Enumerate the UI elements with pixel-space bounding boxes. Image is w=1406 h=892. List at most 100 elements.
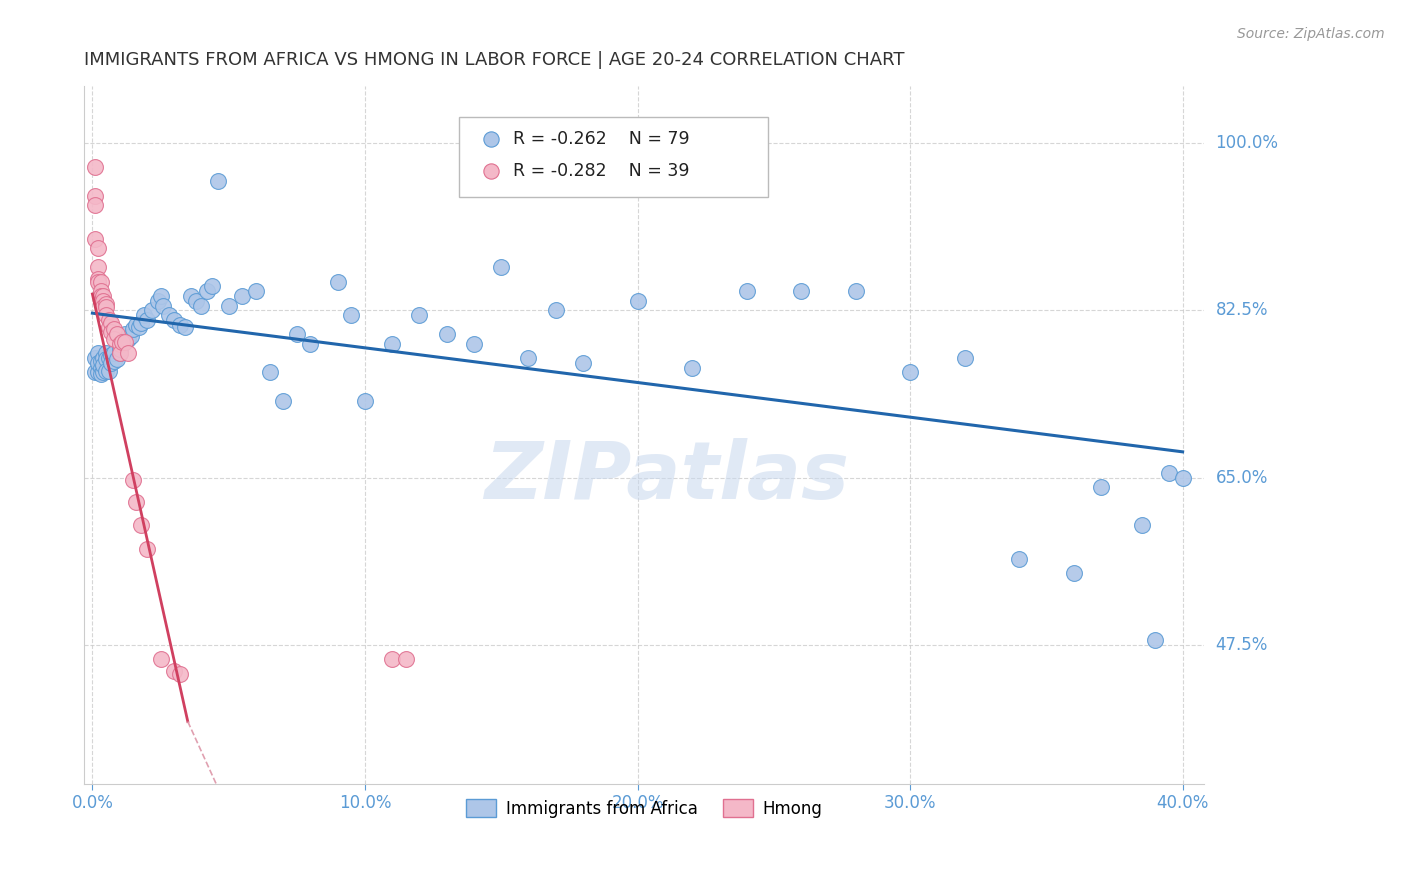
Point — [87, 241, 110, 255]
Text: ZIPatlas: ZIPatlas — [484, 437, 849, 516]
Point — [174, 319, 197, 334]
Point — [1008, 552, 1031, 566]
Point — [735, 284, 758, 298]
Point — [114, 327, 136, 342]
Point — [207, 174, 229, 188]
Point — [90, 275, 112, 289]
Point — [91, 289, 114, 303]
Point — [97, 363, 120, 377]
Point — [97, 313, 120, 327]
Point — [94, 352, 117, 367]
Point — [285, 327, 308, 342]
Text: 100.0%: 100.0% — [1216, 134, 1278, 152]
Point — [326, 275, 349, 289]
Point — [231, 289, 253, 303]
FancyBboxPatch shape — [460, 117, 768, 197]
Point — [1171, 470, 1194, 484]
Point — [117, 346, 139, 360]
Point — [340, 308, 363, 322]
Point — [134, 308, 156, 322]
Point — [381, 336, 404, 351]
Point — [108, 336, 131, 351]
Point — [90, 360, 112, 375]
Point — [90, 368, 112, 382]
Point — [195, 284, 218, 298]
Point — [844, 284, 866, 298]
Point — [108, 342, 131, 356]
Point — [163, 664, 186, 678]
Point — [91, 293, 114, 308]
Point — [218, 298, 240, 312]
Point — [117, 332, 139, 346]
Point — [163, 313, 186, 327]
Point — [120, 329, 142, 343]
Legend: Immigrants from Africa, Hmong: Immigrants from Africa, Hmong — [460, 793, 830, 824]
Point — [91, 358, 114, 372]
Text: 65.0%: 65.0% — [1216, 468, 1268, 487]
Point — [111, 336, 134, 351]
Text: IMMIGRANTS FROM AFRICA VS HMONG IN LABOR FORCE | AGE 20-24 CORRELATION CHART: IMMIGRANTS FROM AFRICA VS HMONG IN LABOR… — [84, 51, 904, 69]
Point — [108, 346, 131, 360]
Point — [169, 318, 191, 332]
Text: 82.5%: 82.5% — [1216, 301, 1268, 319]
Text: 47.5%: 47.5% — [1216, 636, 1268, 654]
Point — [87, 346, 110, 360]
Point — [100, 356, 122, 370]
Point — [122, 322, 145, 336]
Point — [149, 289, 172, 303]
Point — [131, 518, 153, 533]
Point — [1144, 633, 1167, 648]
Point — [90, 354, 112, 368]
Point — [1157, 466, 1180, 480]
Point — [84, 231, 107, 245]
Point — [131, 316, 153, 330]
Point — [105, 327, 128, 342]
Point — [381, 652, 404, 666]
Point — [180, 289, 202, 303]
Point — [271, 394, 294, 409]
Point — [1063, 566, 1085, 581]
Point — [184, 293, 207, 308]
Point — [149, 652, 172, 666]
Point — [87, 271, 110, 285]
Point — [953, 351, 976, 365]
Point — [169, 666, 191, 681]
Point — [94, 308, 117, 322]
Point — [87, 366, 110, 380]
Point — [898, 366, 921, 380]
Point — [90, 293, 112, 308]
Point — [87, 260, 110, 275]
Point — [87, 356, 110, 370]
Point — [103, 332, 125, 346]
Point — [681, 360, 703, 375]
Point — [395, 652, 418, 666]
Text: R = -0.282    N = 39: R = -0.282 N = 39 — [513, 162, 690, 180]
Point — [408, 308, 430, 322]
Point — [157, 308, 180, 322]
Point — [135, 542, 157, 557]
Point — [245, 284, 267, 298]
Point — [544, 303, 567, 318]
Point — [84, 351, 107, 365]
Point — [259, 366, 281, 380]
Point — [1130, 518, 1153, 533]
Point — [122, 473, 145, 487]
Point — [84, 160, 107, 174]
Point — [790, 284, 813, 298]
Point — [90, 284, 112, 298]
Point — [84, 188, 107, 202]
Point — [94, 296, 117, 310]
Text: R = -0.262    N = 79: R = -0.262 N = 79 — [513, 130, 690, 148]
Point — [91, 351, 114, 365]
Point — [87, 275, 110, 289]
Point — [354, 394, 377, 409]
Point — [141, 303, 163, 318]
Point — [103, 322, 125, 336]
Point — [517, 351, 540, 365]
Point — [94, 363, 117, 377]
Point — [489, 260, 512, 275]
Point — [190, 298, 212, 312]
Point — [97, 351, 120, 365]
Point — [152, 298, 174, 312]
Point — [436, 327, 458, 342]
